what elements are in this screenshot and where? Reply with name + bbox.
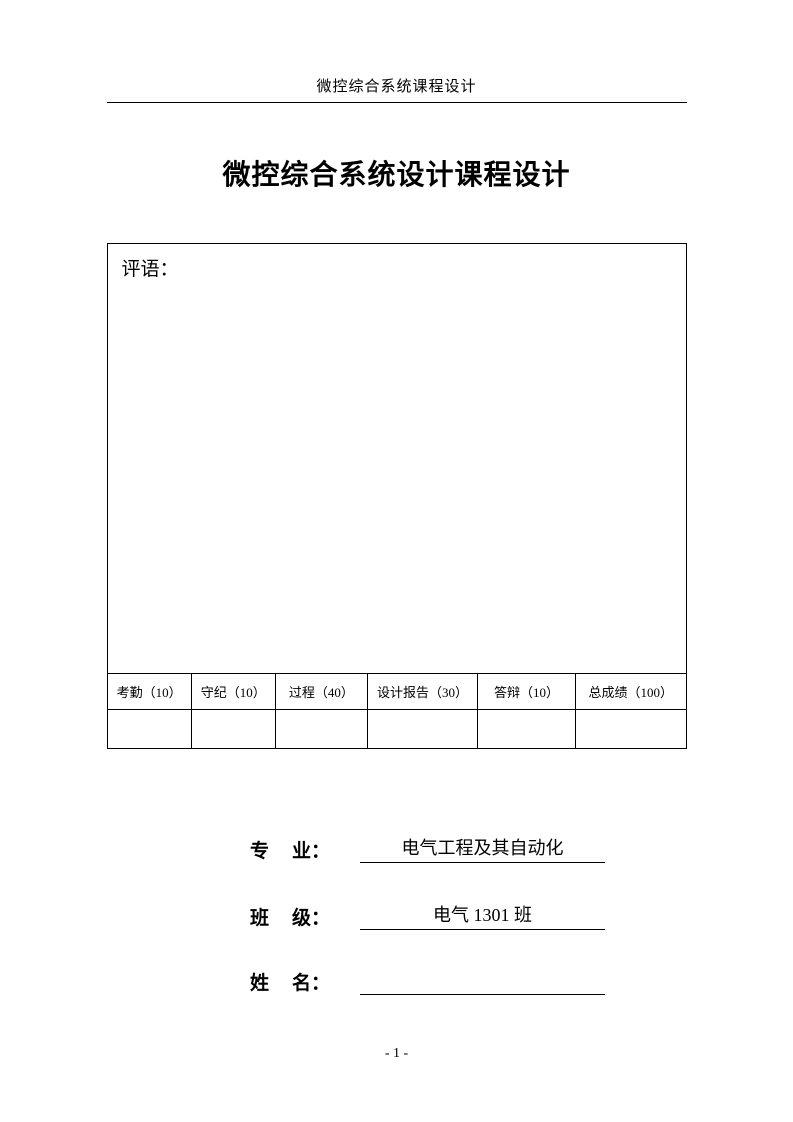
info-row-name: 姓 名： <box>250 968 793 995</box>
score-col-defense: 答辩（10） <box>477 674 575 710</box>
score-cell <box>576 710 686 748</box>
page-footer: - 1 - <box>0 1046 793 1062</box>
name-label: 姓 名： <box>250 968 360 995</box>
major-label: 专 业： <box>250 836 360 863</box>
score-col-attendance: 考勤（10） <box>108 674 192 710</box>
score-col-process: 过程（40） <box>275 674 367 710</box>
info-section: 专 业： 电气工程及其自动化 班 级： 电气 1301 班 姓 名： <box>250 834 793 995</box>
evaluation-box: 评语： 考勤（10） 守纪（10） 过程（40） 设计报告（30） 答辩（10）… <box>107 243 687 749</box>
comment-label: 评语： <box>122 259 179 280</box>
score-table: 考勤（10） 守纪（10） 过程（40） 设计报告（30） 答辩（10） 总成绩… <box>108 674 686 748</box>
page-number: - 1 - <box>385 1046 408 1061</box>
score-cell <box>191 710 275 748</box>
class-value: 电气 1301 班 <box>360 901 605 930</box>
header-underline <box>107 102 687 103</box>
score-cell <box>108 710 192 748</box>
document-title: 微控综合系统设计课程设计 <box>0 153 793 193</box>
name-value <box>360 992 605 995</box>
page-header: 微控综合系统课程设计 <box>0 0 793 103</box>
class-label: 班 级： <box>250 903 360 930</box>
comment-area: 评语： <box>108 244 686 674</box>
major-value: 电气工程及其自动化 <box>360 834 605 863</box>
score-cell <box>368 710 478 748</box>
score-col-report: 设计报告（30） <box>368 674 478 710</box>
score-col-total: 总成绩（100） <box>576 674 686 710</box>
score-cell <box>477 710 575 748</box>
header-text: 微控综合系统课程设计 <box>316 79 476 95</box>
score-value-row <box>108 710 686 748</box>
score-header-row: 考勤（10） 守纪（10） 过程（40） 设计报告（30） 答辩（10） 总成绩… <box>108 674 686 710</box>
score-col-discipline: 守纪（10） <box>191 674 275 710</box>
score-cell <box>275 710 367 748</box>
info-row-class: 班 级： 电气 1301 班 <box>250 901 793 930</box>
info-row-major: 专 业： 电气工程及其自动化 <box>250 834 793 863</box>
